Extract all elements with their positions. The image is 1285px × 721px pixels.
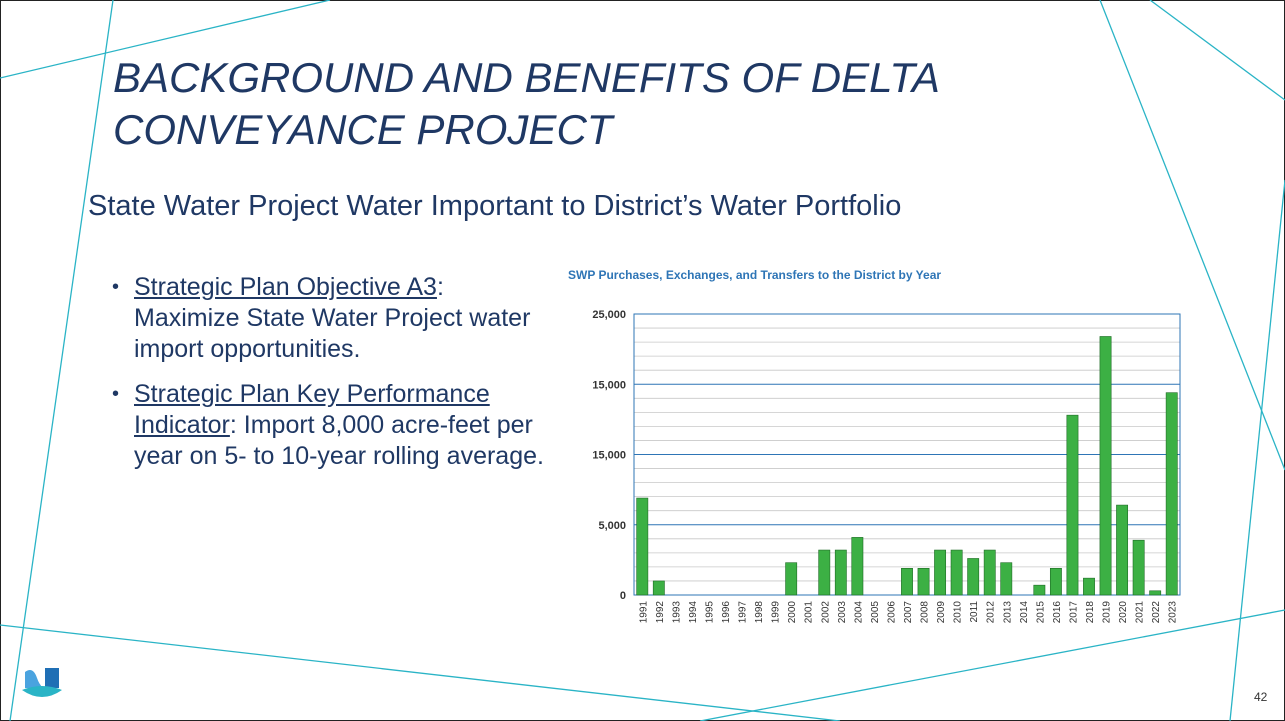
slide-title: BACKGROUND AND BENEFITS OF DELTA CONVEYA… (113, 54, 939, 153)
x-tick-label: 1991 (638, 601, 649, 624)
y-tick-label: 0 (620, 590, 626, 602)
bullet-label: Strategic Plan Key Performance Indicator (134, 380, 490, 439)
chart: SWP Purchases, Exchanges, and Transfers … (568, 268, 1181, 624)
bullet-text: : Import 8,000 acre-feet per year on 5- … (134, 411, 544, 470)
slide-subtitle: State Water Project Water Important to D… (88, 190, 902, 222)
bullet-label: Strategic Plan Objective A3 (134, 273, 437, 301)
x-tick-label: 1996 (721, 601, 732, 624)
x-tick-label: 1994 (688, 601, 699, 624)
bullet-list: Strategic Plan Objective A3: Maximize St… (112, 272, 552, 486)
x-tick-label: 1995 (704, 601, 715, 624)
bar (834, 549, 847, 596)
y-tick-label: 5,000 (598, 520, 626, 532)
x-tick-label: 1998 (754, 601, 765, 624)
x-tick-label: 1999 (771, 601, 782, 624)
page-number: 42 (1254, 690, 1268, 704)
bar (636, 497, 649, 596)
bar (1066, 414, 1079, 596)
x-tick-label: 2019 (1102, 601, 1113, 624)
bar (1033, 584, 1046, 596)
bar (1083, 577, 1095, 596)
x-tick-label: 2020 (1118, 601, 1129, 624)
bar (785, 562, 798, 596)
bar (917, 568, 930, 596)
bar (1116, 504, 1129, 596)
x-tick-label: 2021 (1135, 601, 1146, 624)
x-tick-label: 2018 (1085, 601, 1096, 624)
x-tick-label: 2002 (820, 601, 831, 624)
bullet: Strategic Plan Objective A3: Maximize St… (112, 272, 552, 365)
bar (967, 558, 980, 596)
bar (1000, 562, 1013, 596)
x-tick-label: 1992 (655, 601, 666, 624)
x-tick-label: 2001 (804, 601, 815, 624)
bar (1099, 336, 1112, 596)
x-tick-label: 2012 (986, 601, 997, 624)
x-tick-label: 2000 (787, 601, 798, 624)
x-tick-label: 1993 (671, 601, 682, 624)
x-tick-label: 2015 (1035, 601, 1046, 624)
bar (983, 549, 996, 596)
chart-title: SWP Purchases, Exchanges, and Transfers … (568, 268, 941, 282)
x-tick-label: 2007 (903, 601, 914, 624)
logo (22, 668, 62, 697)
x-tick-label: 2017 (1068, 601, 1079, 624)
x-tick-label: 2008 (920, 601, 931, 624)
bar (818, 549, 831, 596)
x-tick-label: 2022 (1151, 601, 1162, 624)
x-tick-label: 2010 (953, 601, 964, 624)
y-tick-label: 15,000 (592, 450, 626, 462)
x-tick-label: 2013 (1002, 601, 1013, 624)
x-tick-label: 2003 (837, 601, 848, 624)
x-tick-label: 2005 (870, 601, 881, 624)
bar (652, 580, 665, 596)
bar (934, 549, 947, 596)
bar (901, 568, 913, 596)
x-tick-label: 2009 (936, 601, 947, 624)
bar (1165, 392, 1178, 596)
y-tick-label: 15,000 (592, 379, 626, 391)
x-tick-label: 2023 (1168, 601, 1179, 624)
y-tick-label: 25,000 (592, 309, 626, 321)
bullet-text: : Maximize State Water Project water imp… (134, 273, 531, 363)
x-tick-label: 2006 (886, 601, 897, 624)
bar (1149, 590, 1162, 596)
bar (950, 549, 963, 596)
x-tick-label: 1997 (738, 601, 749, 624)
x-tick-label: 2004 (853, 601, 864, 624)
bar (851, 537, 864, 596)
bar (1049, 568, 1062, 596)
bar (1132, 539, 1145, 596)
x-tick-label: 2016 (1052, 601, 1063, 624)
x-tick-label: 2011 (969, 601, 980, 623)
bullet: Strategic Plan Key Performance Indicator… (112, 379, 552, 472)
x-tick-label: 2014 (1019, 601, 1030, 624)
